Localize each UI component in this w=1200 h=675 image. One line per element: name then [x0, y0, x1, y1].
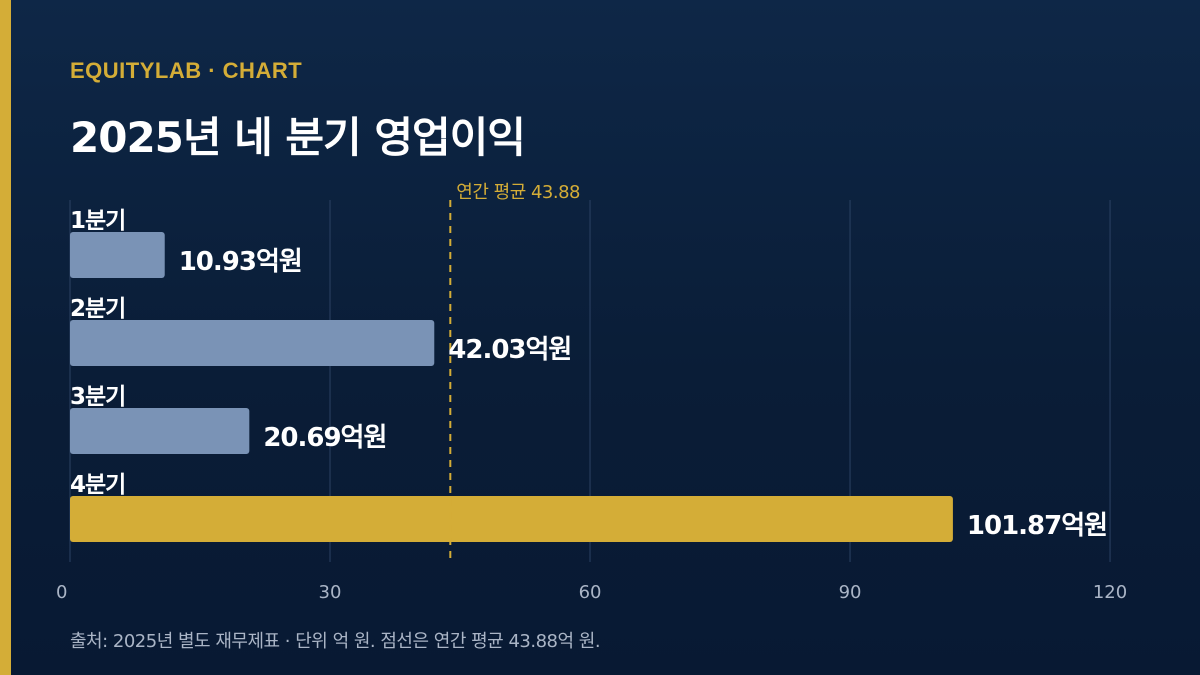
- reference-line-label: 연간 평균 43.88: [456, 182, 580, 203]
- reference-line-group: 연간 평균 43.88: [449, 182, 581, 562]
- value-label: 42.03억원: [448, 335, 571, 365]
- category-label: 2분기: [70, 296, 125, 322]
- chart-kicker: EQUITYLAB · CHART: [70, 58, 303, 83]
- x-tick-label: 120: [1093, 582, 1127, 603]
- value-label: 20.69억원: [263, 423, 386, 453]
- bar: [70, 408, 250, 454]
- x-tick-label: 90: [839, 582, 862, 603]
- category-label: 1분기: [70, 208, 125, 234]
- bar: [70, 320, 435, 366]
- category-label: 4분기: [70, 472, 125, 498]
- x-axis-ticks: 0 30 60 90 120: [56, 582, 1127, 603]
- bar: [70, 496, 953, 542]
- x-tick-label: 0: [56, 582, 67, 603]
- bar: [70, 232, 165, 278]
- chart-title: 2025년 네 분기 영업이익: [70, 113, 526, 162]
- accent-bar: [0, 0, 11, 675]
- labels: 1분기 10.93억원 2분기 42.03억원 3분기 20.69억원 4분기 101.87억…: [70, 208, 1108, 541]
- source-note: 출처: 2025년 별도 재무제표 · 단위 억 원. 점선은 연간 평균 43…: [70, 631, 601, 652]
- category-label: 3분기: [70, 384, 125, 410]
- value-label: 101.87억원: [967, 511, 1107, 541]
- bars: [70, 232, 953, 542]
- value-label: 10.93억원: [179, 247, 302, 277]
- x-tick-label: 60: [579, 582, 602, 603]
- x-tick-label: 30: [319, 582, 342, 603]
